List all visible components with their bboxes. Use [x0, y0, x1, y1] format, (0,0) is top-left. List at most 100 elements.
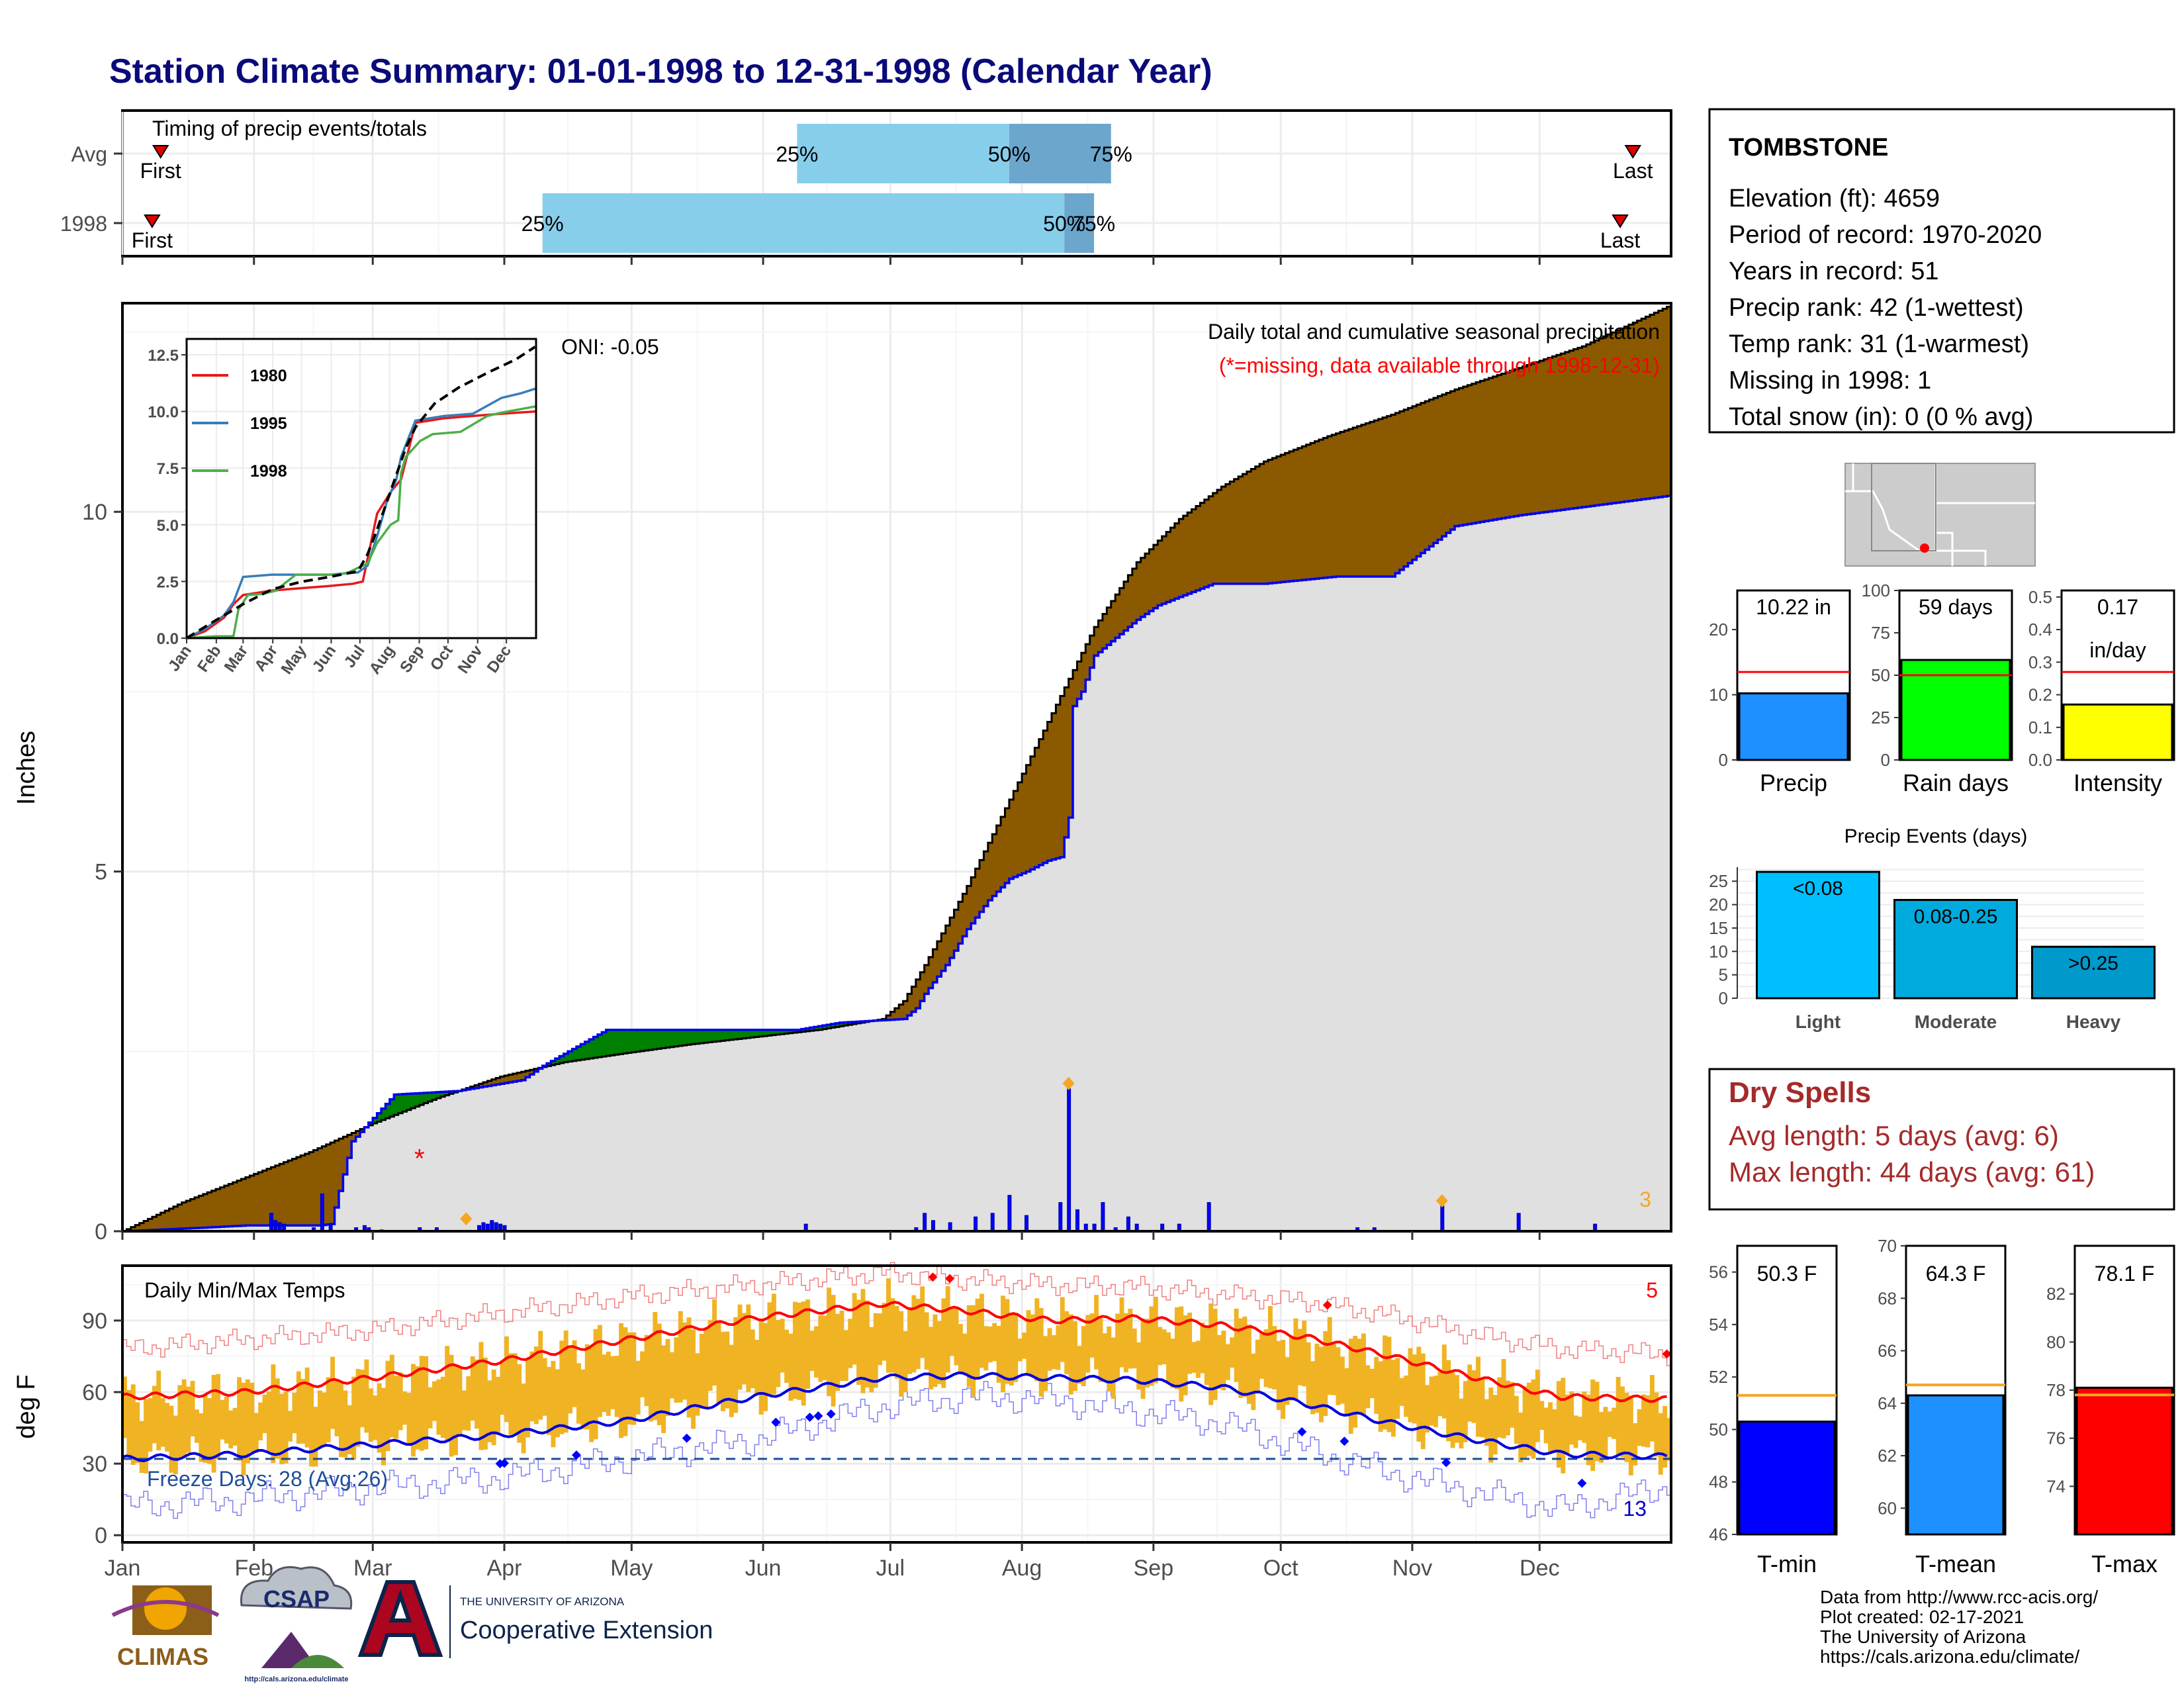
temp-summary-y-tick-label: 50 [1709, 1419, 1728, 1439]
inset-background [187, 339, 536, 638]
daily-precip-bar [1075, 1209, 1079, 1232]
daily-temp-range-bar [1395, 1358, 1400, 1419]
record-precip-marker [1062, 1076, 1075, 1090]
daily-temp-range-bar [1302, 1320, 1307, 1387]
temp-summary-y-tick-label: 62 [1878, 1446, 1897, 1466]
station-years: Years in record: 51 [1729, 258, 1939, 285]
daily-temp-range-bar [1242, 1316, 1248, 1397]
daily-temp-range-bar [856, 1299, 862, 1385]
temp-y-axis-label: deg F [13, 1374, 40, 1438]
temp-summary-bar [1738, 1421, 1836, 1536]
daily-precip-bar [1058, 1202, 1063, 1232]
daily-temp-range-bar [1251, 1353, 1256, 1411]
record-high-marker [928, 1272, 938, 1282]
daily-temp-range-bar [338, 1382, 343, 1458]
daily-temp-range-bar [1234, 1308, 1239, 1382]
daily-temp-range-bar [1658, 1413, 1663, 1475]
temp-x-tick-label: May [610, 1556, 653, 1581]
daily-temp-range-bar [631, 1332, 637, 1425]
map-frame [1844, 463, 2036, 567]
temp-summary-y-tick-label: 48 [1709, 1472, 1728, 1492]
daily-temp-range-bar [288, 1411, 293, 1442]
credit-line-1: Data from http://www.rcc-acis.org/ [1820, 1587, 2098, 1607]
daily-temp-range-bar [1336, 1347, 1341, 1405]
daily-temp-range-bar [385, 1360, 390, 1452]
daily-temp-range-bar [576, 1363, 581, 1424]
daily-temp-range-bar [1221, 1331, 1226, 1391]
average-max-line [122, 1301, 1667, 1403]
precip-y-tick-label: 5 [95, 860, 107, 885]
daily-temp-range-bar [1577, 1417, 1582, 1440]
temp-summary-y-tick-label: 52 [1709, 1367, 1728, 1387]
record-low-line [122, 1381, 1671, 1519]
daily-temp-range-bar [449, 1354, 454, 1457]
daily-temp-range-bar [1620, 1386, 1625, 1458]
daily-temp-range-bar [1488, 1387, 1494, 1463]
daily-temp-range-bar [1471, 1370, 1477, 1423]
daily-temp-range-bar [843, 1330, 848, 1382]
daily-temp-range-bar [809, 1331, 815, 1372]
daily-temp-range-bar [1446, 1360, 1451, 1442]
daily-temp-range-bar [746, 1304, 751, 1392]
daily-temp-range-bar [283, 1391, 289, 1464]
daily-temp-range-bar [126, 1389, 132, 1456]
daily-temp-range-bar [1149, 1306, 1154, 1386]
precip-areas [122, 305, 1672, 1233]
daily-temp-range-bar [1073, 1321, 1077, 1391]
summary-bar-value-label: 0.17 [2097, 595, 2138, 619]
summary-bar-charts: 0 10 20 10.22 in Precip 0 25 50 75 100 59 days Rain… [1709, 581, 2175, 796]
credit-line-4: https://cals.arizona.edu/climate/ [1820, 1646, 2079, 1667]
daily-temp-range-bar [1272, 1326, 1277, 1390]
daily-temp-range-bar [1582, 1391, 1587, 1443]
daily-temp-range-bar [190, 1381, 195, 1436]
summary-bar-y-tick-label: 75 [1871, 623, 1890, 643]
daily-temp-range-bar [598, 1325, 602, 1417]
daily-temp-range-bar [1136, 1342, 1142, 1390]
daily-temp-range-bar [1408, 1348, 1413, 1423]
inset-frame [185, 338, 537, 639]
daily-temp-range-bar [860, 1289, 866, 1393]
temp-x-tick-label: Jun [745, 1556, 782, 1581]
daily-temp-range-bar [1208, 1303, 1214, 1405]
daily-temp-range-bar [1497, 1377, 1502, 1438]
daily-temp-range-bar [758, 1320, 764, 1415]
timing-q25-label: 25% [522, 212, 564, 236]
record-low-marker [771, 1417, 781, 1427]
daily-temp-range-bar [1005, 1299, 1010, 1384]
daily-temp-range-bar [440, 1376, 445, 1438]
inset-legend: 1980 1995 1998 [192, 367, 287, 481]
daily-temp-range-bar [1085, 1315, 1091, 1373]
daily-temp-range-bar [224, 1396, 229, 1444]
daily-precip-bar [1067, 1088, 1071, 1232]
dry-spells-frame [1708, 1068, 2175, 1211]
daily-temp-range-bar [1353, 1335, 1358, 1428]
daily-temp-range-bar [1276, 1340, 1281, 1411]
daily-temp-range-bar [958, 1324, 963, 1374]
daily-temp-range-bar [1628, 1395, 1633, 1476]
daily-temp-range-bar [220, 1399, 225, 1440]
daily-temp-range-bar [1119, 1297, 1124, 1368]
daily-temp-range-bar [635, 1360, 641, 1415]
daily-temp-range-bar [572, 1340, 577, 1407]
daily-temp-range-bar [453, 1366, 458, 1456]
daily-temp-range-bar [801, 1301, 806, 1406]
daily-temp-range-bar [1132, 1328, 1137, 1369]
temp-summary-y-tick-label: 70 [1878, 1236, 1897, 1256]
station-missing: Missing in 1998: 1 [1729, 367, 1931, 395]
record-precip-marker [1435, 1194, 1448, 1207]
daily-temp-range-bar [1145, 1319, 1150, 1388]
temp-axes: 0 30 60 90 Jan Feb Mar Apr May Jun Jul Aug Sep Oct Nov… [82, 1309, 1559, 1581]
temp-summary-value-label: 64.3 F [1926, 1262, 1986, 1286]
timing-q25-label: 25% [776, 142, 818, 166]
temp-summary-y-tick-label: 60 [1878, 1498, 1897, 1518]
summary-bar-value-label: in/day [2089, 638, 2146, 662]
summary-bar-y-tick-label: 10 [1709, 685, 1728, 705]
daily-temp-range-bar [742, 1313, 747, 1385]
temp-summary-y-tick-label: 74 [2046, 1476, 2066, 1496]
page-title: Station Climate Summary: 01-01-1998 to 1… [109, 52, 1212, 91]
summary-bar-category-label: Precip [1760, 769, 1827, 796]
daily-temp-range-bar [1327, 1317, 1332, 1395]
daily-temp-range-bar [1094, 1295, 1099, 1370]
daily-temp-range-bar [211, 1375, 216, 1473]
